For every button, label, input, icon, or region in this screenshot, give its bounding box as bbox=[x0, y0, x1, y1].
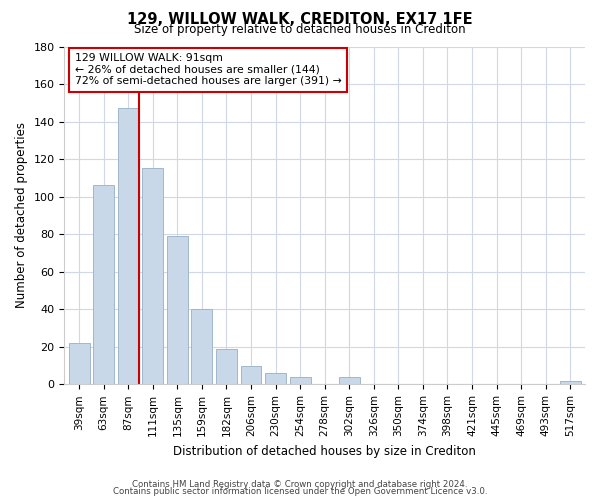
Bar bbox=[216, 348, 237, 384]
Text: Contains HM Land Registry data © Crown copyright and database right 2024.: Contains HM Land Registry data © Crown c… bbox=[132, 480, 468, 489]
Bar bbox=[241, 366, 262, 384]
Text: 129, WILLOW WALK, CREDITON, EX17 1FE: 129, WILLOW WALK, CREDITON, EX17 1FE bbox=[127, 12, 473, 28]
Bar bbox=[560, 380, 581, 384]
Bar bbox=[191, 309, 212, 384]
Bar bbox=[167, 236, 188, 384]
Text: Size of property relative to detached houses in Crediton: Size of property relative to detached ho… bbox=[134, 22, 466, 36]
Bar bbox=[290, 377, 311, 384]
Bar bbox=[93, 186, 114, 384]
Bar bbox=[69, 343, 89, 384]
Text: Contains public sector information licensed under the Open Government Licence v3: Contains public sector information licen… bbox=[113, 487, 487, 496]
Bar bbox=[118, 108, 139, 384]
Bar bbox=[265, 373, 286, 384]
Y-axis label: Number of detached properties: Number of detached properties bbox=[15, 122, 28, 308]
Text: 129 WILLOW WALK: 91sqm
← 26% of detached houses are smaller (144)
72% of semi-de: 129 WILLOW WALK: 91sqm ← 26% of detached… bbox=[75, 54, 341, 86]
Bar bbox=[339, 377, 359, 384]
X-axis label: Distribution of detached houses by size in Crediton: Distribution of detached houses by size … bbox=[173, 444, 476, 458]
Bar bbox=[142, 168, 163, 384]
